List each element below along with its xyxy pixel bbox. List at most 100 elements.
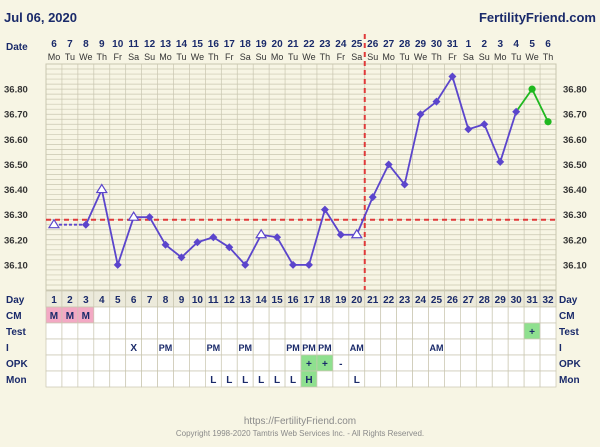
table-cell[interactable]	[157, 322, 174, 340]
table-cell[interactable]	[523, 354, 541, 372]
table-cell[interactable]	[475, 338, 493, 356]
table-cell[interactable]	[236, 354, 254, 372]
data-point[interactable]	[193, 238, 202, 247]
table-cell[interactable]	[109, 306, 127, 324]
table-cell[interactable]	[173, 338, 190, 356]
data-point[interactable]	[145, 213, 154, 222]
table-cell[interactable]	[157, 306, 174, 324]
table-cell[interactable]	[364, 338, 382, 356]
data-point[interactable]	[161, 240, 170, 249]
table-cell[interactable]	[125, 306, 142, 324]
table-cell[interactable]	[205, 322, 222, 340]
table-cell[interactable]	[189, 306, 206, 324]
table-cell[interactable]	[93, 338, 111, 356]
table-cell[interactable]	[444, 322, 461, 340]
table-cell[interactable]	[380, 370, 397, 388]
table-cell[interactable]	[396, 338, 413, 356]
projection-point[interactable]	[528, 85, 536, 93]
data-point[interactable]	[448, 72, 457, 81]
table-cell[interactable]	[284, 322, 302, 340]
data-point[interactable]	[512, 107, 521, 116]
table-cell[interactable]	[45, 322, 63, 340]
table-cell[interactable]	[61, 354, 79, 372]
data-point-open[interactable]	[255, 228, 268, 239]
table-cell[interactable]	[45, 370, 63, 388]
table-cell[interactable]	[412, 370, 429, 388]
table-cell[interactable]	[61, 338, 79, 356]
table-cell[interactable]	[428, 370, 445, 388]
table-cell[interactable]	[444, 354, 461, 372]
footer-url[interactable]: https://FertilityFriend.com	[243, 416, 357, 427]
data-point[interactable]	[241, 260, 250, 269]
table-cell[interactable]	[475, 322, 493, 340]
table-cell[interactable]	[412, 306, 429, 324]
table-cell[interactable]	[380, 338, 397, 356]
table-cell[interactable]	[45, 354, 63, 372]
table-cell[interactable]	[77, 370, 95, 388]
table-cell[interactable]	[507, 370, 525, 388]
table-cell[interactable]	[125, 322, 142, 340]
table-cell[interactable]	[77, 354, 95, 372]
table-cell[interactable]	[412, 354, 429, 372]
table-cell[interactable]	[444, 338, 461, 356]
table-cell[interactable]	[380, 354, 397, 372]
table-cell[interactable]	[507, 306, 525, 324]
data-point-open[interactable]	[127, 211, 140, 221]
table-cell[interactable]	[348, 322, 366, 340]
table-cell[interactable]	[157, 370, 174, 388]
table-cell[interactable]	[205, 354, 222, 372]
table-cell[interactable]	[460, 338, 477, 356]
table-cell[interactable]	[380, 322, 397, 340]
table-cell[interactable]	[396, 354, 413, 372]
data-point[interactable]	[177, 253, 186, 262]
table-cell[interactable]	[173, 370, 190, 388]
table-cell[interactable]	[252, 338, 270, 356]
table-cell[interactable]	[539, 322, 557, 340]
table-cell[interactable]	[220, 338, 238, 356]
table-cell[interactable]	[77, 322, 95, 340]
table-cell[interactable]	[364, 354, 382, 372]
table-cell[interactable]	[141, 322, 158, 340]
table-cell[interactable]	[268, 306, 286, 324]
table-cell[interactable]	[109, 338, 127, 356]
table-cell[interactable]	[491, 354, 509, 372]
table-cell[interactable]	[507, 338, 525, 356]
table-cell[interactable]	[205, 306, 222, 324]
table-cell[interactable]	[444, 306, 461, 324]
data-point[interactable]	[225, 243, 234, 252]
data-point[interactable]	[81, 220, 90, 229]
table-cell[interactable]	[348, 306, 366, 324]
table-cell[interactable]	[252, 306, 270, 324]
data-point[interactable]	[432, 97, 441, 106]
data-point[interactable]	[464, 125, 473, 134]
table-cell[interactable]	[428, 354, 445, 372]
table-cell[interactable]	[220, 354, 238, 372]
table-cell[interactable]	[125, 354, 142, 372]
table-cell[interactable]	[284, 306, 302, 324]
data-point-open[interactable]	[95, 183, 108, 194]
table-cell[interactable]	[93, 354, 111, 372]
table-cell[interactable]	[93, 306, 111, 324]
table-cell[interactable]	[236, 306, 254, 324]
table-cell[interactable]	[300, 306, 318, 324]
table-cell[interactable]	[173, 306, 190, 324]
table-cell[interactable]	[428, 306, 445, 324]
table-cell[interactable]	[460, 322, 477, 340]
table-cell[interactable]	[268, 322, 286, 340]
table-cell[interactable]	[412, 338, 429, 356]
table-cell[interactable]	[475, 370, 493, 388]
table-cell[interactable]	[173, 354, 190, 372]
data-point-open[interactable]	[47, 218, 61, 229]
table-cell[interactable]	[220, 322, 238, 340]
table-cell[interactable]	[220, 306, 238, 324]
table-cell[interactable]	[396, 306, 413, 324]
table-cell[interactable]	[109, 322, 127, 340]
data-point[interactable]	[273, 233, 282, 242]
table-cell[interactable]	[396, 322, 413, 340]
table-cell[interactable]	[539, 306, 557, 324]
table-cell[interactable]	[189, 322, 206, 340]
table-cell[interactable]	[252, 354, 270, 372]
table-cell[interactable]	[460, 370, 477, 388]
table-cell[interactable]	[507, 322, 525, 340]
table-cell[interactable]	[141, 370, 158, 388]
